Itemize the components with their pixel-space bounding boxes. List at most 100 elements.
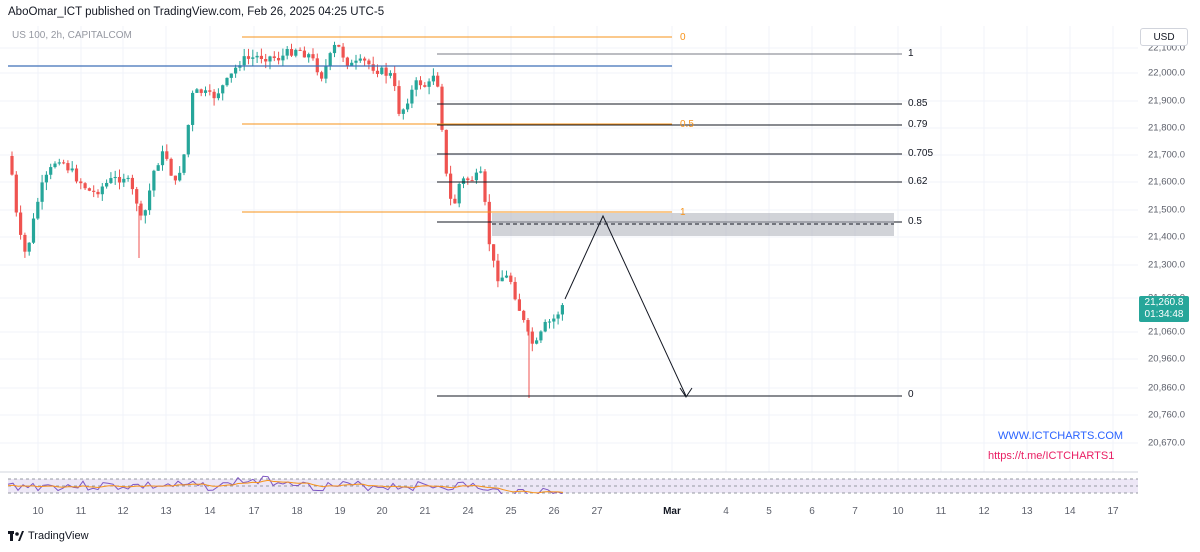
candle-body xyxy=(358,58,362,61)
candle-body xyxy=(431,75,435,82)
telegram-link[interactable]: https://t.me/ICTCHARTS1 xyxy=(988,450,1115,462)
candle-body xyxy=(487,201,491,245)
candle-body xyxy=(165,151,169,159)
candle-body xyxy=(199,89,203,93)
candle-body xyxy=(40,182,44,202)
candle-body xyxy=(345,57,349,66)
candle-body xyxy=(23,234,27,252)
time-axis-label: 11 xyxy=(935,506,947,517)
candle-body xyxy=(504,275,509,278)
time-axis-label: 27 xyxy=(591,506,603,517)
candle-body xyxy=(397,86,401,114)
footer: TradingView xyxy=(8,530,89,542)
time-axis-label: 6 xyxy=(809,506,815,517)
candle-body xyxy=(178,172,182,181)
candle-body xyxy=(324,66,328,79)
candle-body xyxy=(53,163,57,168)
time-axis-label: 11 xyxy=(75,506,87,517)
time-axis-label: 21 xyxy=(419,506,431,517)
time-axis-label: 12 xyxy=(117,506,129,517)
candle-body xyxy=(216,93,220,99)
fib-right-label-0.705: 0.705 xyxy=(908,148,934,159)
time-axis-label: 19 xyxy=(334,506,346,517)
price-axis-label: 22,000.0 xyxy=(1148,67,1185,79)
candle-body xyxy=(315,58,319,73)
candle-body xyxy=(195,89,199,93)
price-axis-label: 21,060.0 xyxy=(1148,326,1185,338)
currency-button[interactable]: USD xyxy=(1140,28,1188,46)
candle-body xyxy=(560,305,564,315)
candle-body xyxy=(294,49,298,56)
candle-body xyxy=(143,210,147,216)
candle-body xyxy=(208,90,212,92)
fib-left-label-1: 1 xyxy=(680,207,686,218)
time-axis-label: 10 xyxy=(32,506,44,517)
time-axis-label: 25 xyxy=(505,506,517,517)
candle-body xyxy=(479,171,483,173)
fib-left-label-0.5: 0.5 xyxy=(680,119,694,130)
candle-body xyxy=(302,50,306,58)
candle-body xyxy=(500,277,504,282)
time-axis-label: 14 xyxy=(1064,506,1076,517)
candle-body xyxy=(225,77,229,86)
candle-body xyxy=(19,212,23,235)
tradingview-logo-icon xyxy=(8,531,24,541)
candle-body xyxy=(466,178,470,181)
price-axis-label: 21,900.0 xyxy=(1148,95,1185,107)
candle-body xyxy=(289,49,294,56)
candle-body xyxy=(539,331,543,341)
candle-body xyxy=(160,151,165,166)
candle-body xyxy=(130,177,134,190)
fib-right-label-0.5: 0.5 xyxy=(908,216,922,227)
fib-left-label-0: 0 xyxy=(680,32,686,43)
candle-body xyxy=(79,181,83,184)
time-axis-label: 14 xyxy=(204,506,216,517)
rsi-pane xyxy=(0,471,1138,494)
candle-body xyxy=(418,80,423,86)
candle-body xyxy=(440,86,444,130)
candle-body xyxy=(186,124,190,155)
candle-body xyxy=(522,310,526,321)
candle-body xyxy=(393,73,397,87)
candle-body xyxy=(109,178,113,183)
rsi-ma-line xyxy=(7,479,564,494)
candle-body xyxy=(255,55,259,58)
time-axis-label: 12 xyxy=(978,506,990,517)
price-chart[interactable] xyxy=(0,26,1138,494)
fvg-zone xyxy=(492,213,894,236)
candle-body xyxy=(410,89,414,104)
candle-body xyxy=(31,218,36,243)
candle-body xyxy=(375,70,380,74)
candle-body xyxy=(496,260,500,282)
candle-body xyxy=(212,91,216,99)
symbol-legend[interactable]: US 100, 2h, CAPITALCOM xyxy=(12,30,132,41)
candle-body xyxy=(173,175,177,181)
candle-body xyxy=(191,92,195,125)
time-axis-label: 13 xyxy=(1021,506,1033,517)
candle-body xyxy=(406,103,410,110)
price-axis[interactable]: 22,100.0 22,000.0 21,900.0 21,800.0 21,700.0… xyxy=(1138,26,1200,494)
time-axis[interactable]: 10 11 12 13 14 17 18 19 20 21 24 25 26 27 Mar 4 5 6 7 10 11 1… xyxy=(0,500,1138,522)
candle-body xyxy=(242,56,246,66)
candle-body xyxy=(436,75,440,87)
price-axis-label: 20,760.0 xyxy=(1148,409,1185,421)
candle-body xyxy=(350,62,354,66)
candlestick-series xyxy=(10,41,564,398)
projection-arrowhead xyxy=(679,387,693,398)
bar-countdown: 01:34:48 xyxy=(1144,309,1184,320)
price-axis-label: 21,300.0 xyxy=(1148,259,1185,271)
candle-body xyxy=(470,180,474,182)
candle-body xyxy=(444,129,448,174)
candle-body xyxy=(203,90,208,93)
time-axis-label: 4 xyxy=(723,506,729,517)
fib-right-label-0: 0 xyxy=(908,389,914,400)
time-axis-label: 7 xyxy=(852,506,858,517)
time-axis-label: 17 xyxy=(1107,506,1119,517)
time-axis-label: 24 xyxy=(462,506,474,517)
candle-body xyxy=(83,183,87,189)
candle-body xyxy=(311,54,315,59)
candle-body xyxy=(526,320,530,332)
site-link[interactable]: WWW.ICTCHARTS.COM xyxy=(998,430,1124,442)
candle-body xyxy=(92,190,96,192)
candle-body xyxy=(182,154,186,173)
